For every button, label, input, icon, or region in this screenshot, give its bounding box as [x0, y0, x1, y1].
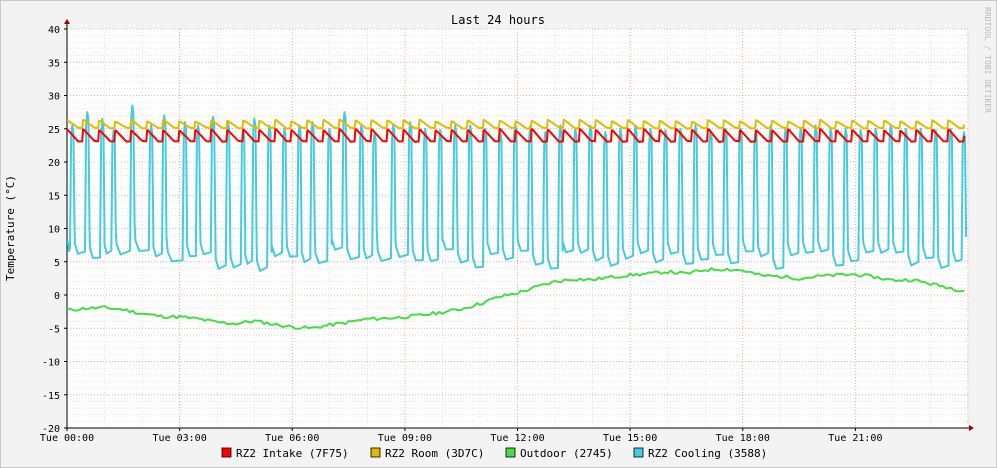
x-tick-label: Tue 15:00 [603, 433, 657, 444]
y-tick-label: -5 [48, 324, 60, 335]
x-tick-label: Tue 12:00 [490, 433, 544, 444]
x-tick-label: Tue 21:00 [828, 433, 882, 444]
x-axis-arrow [969, 425, 974, 431]
legend: RZ2 Intake (7F75) RZ2 Room (3D7C) Outdoor … [221, 447, 767, 460]
y-tick-label: 40 [48, 25, 60, 36]
y-tick-label: 15 [48, 191, 60, 202]
y-tick-label: 20 [48, 158, 60, 169]
y-tick-label: 35 [48, 58, 60, 69]
legend-label-rz2-cooling: RZ2 Cooling (3588) [648, 447, 767, 460]
y-axis-label: Temperature (°C) [4, 175, 17, 281]
series-line-rz2-room [66, 118, 966, 130]
series-line-rz2-cooling [66, 104, 968, 272]
y-tick-label: 25 [48, 125, 60, 136]
y-axis-arrow [64, 19, 70, 24]
legend-swatch-rz2-room [370, 447, 381, 458]
y-tick-label: 10 [48, 225, 60, 236]
x-tick-label: Tue 06:00 [265, 433, 319, 444]
series-line-rz2-intake [66, 128, 966, 143]
y-tick-label: 5 [54, 258, 60, 269]
watermark: RRDTOOL / TOBI OETIKER [983, 7, 992, 113]
chart-title: Last 24 hours [451, 13, 545, 27]
legend-label-outdoor: Outdoor (2745) [520, 447, 613, 460]
legend-swatch-outdoor [505, 447, 516, 458]
y-tick-label: 30 [48, 92, 60, 103]
y-tick-label: 0 [54, 291, 60, 302]
legend-swatch-rz2-intake [221, 447, 232, 458]
y-tick-label: -15 [42, 391, 60, 402]
legend-label-rz2-intake: RZ2 Intake (7F75) [236, 447, 349, 460]
x-tick-label: Tue 09:00 [378, 433, 432, 444]
x-tick-label: Tue 00:00 [40, 433, 94, 444]
y-tick-label: -10 [42, 358, 60, 369]
series-lines [66, 104, 968, 330]
x-tick-label: Tue 18:00 [716, 433, 770, 444]
legend-swatch-rz2-cooling [633, 447, 644, 458]
legend-label-rz2-room: RZ2 Room (3D7C) [385, 447, 484, 460]
series-line-outdoor [66, 267, 965, 330]
y-tick-label: -20 [42, 424, 60, 435]
x-tick-label: Tue 03:00 [153, 433, 207, 444]
